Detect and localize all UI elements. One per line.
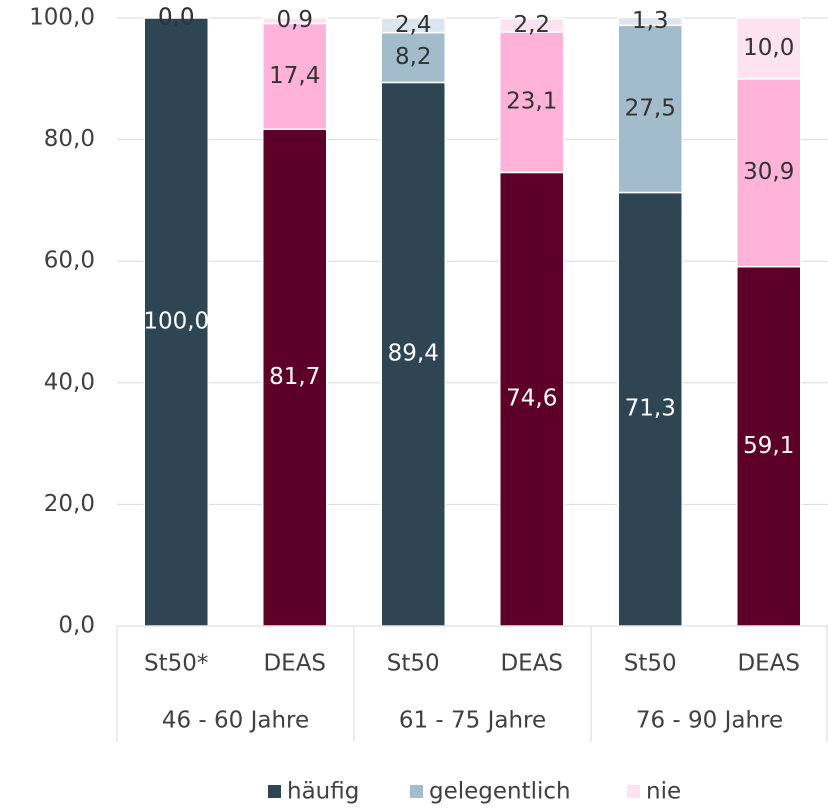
data-label: 0,0 [158, 5, 195, 31]
y-tick-label: 100,0 [29, 5, 95, 31]
bar-segment [380, 81, 446, 627]
legend-swatch [627, 785, 640, 798]
data-label: 2,4 [395, 12, 432, 38]
bar-segment [380, 17, 446, 34]
bar-segment [262, 17, 328, 25]
group-label: 61 - 75 Jahre [399, 708, 546, 734]
data-label: 8,2 [395, 44, 432, 70]
bar-segment [380, 31, 446, 84]
data-label: 100,0 [143, 309, 209, 335]
data-label: 27,5 [625, 95, 676, 121]
bar-segment [499, 171, 565, 627]
data-label: 74,6 [506, 386, 557, 412]
data-label: 1,3 [632, 8, 669, 34]
legend-label: häufig [287, 779, 359, 805]
data-label: 89,4 [388, 341, 439, 367]
bar-segment [617, 24, 683, 194]
y-tick-label: 60,0 [44, 248, 95, 274]
data-label: 30,9 [743, 159, 794, 185]
data-label: 59,1 [743, 433, 794, 459]
data-label: 81,7 [269, 364, 320, 390]
x-tick-label: DEAS [500, 651, 563, 677]
group-label: 76 - 90 Jahre [636, 708, 783, 734]
bar-segment [736, 78, 802, 268]
legend-label: nie [646, 779, 681, 805]
bar-segment [499, 31, 565, 174]
y-tick-label: 40,0 [44, 369, 95, 395]
group-label: 46 - 60 Jahre [162, 708, 309, 734]
data-label: 0,0 [158, 5, 195, 31]
y-tick-label: 0,0 [58, 613, 95, 639]
x-tick-label: DEAS [263, 651, 326, 677]
x-tick-label: St50 [624, 651, 677, 677]
bar-segment [617, 191, 683, 627]
x-tick-label: St50* [144, 651, 208, 677]
x-tick-label: DEAS [737, 651, 800, 677]
data-label: 10,0 [743, 35, 794, 61]
bar-segment [617, 16, 683, 27]
bar-segment [736, 265, 802, 627]
y-tick-label: 80,0 [44, 126, 95, 152]
bar-segment [499, 17, 565, 33]
y-tick-label: 20,0 [44, 491, 95, 517]
data-label: 0,9 [276, 7, 313, 33]
bar-segment [736, 17, 802, 80]
x-tick-label: St50 [387, 651, 440, 677]
legend-label: gelegentlich [429, 779, 571, 805]
data-label: 17,4 [269, 63, 320, 89]
data-label: 2,2 [513, 12, 550, 38]
legend-swatch [268, 785, 281, 798]
legend-swatch [410, 785, 423, 798]
data-label: 71,3 [625, 396, 676, 422]
data-label: 23,1 [506, 89, 557, 115]
